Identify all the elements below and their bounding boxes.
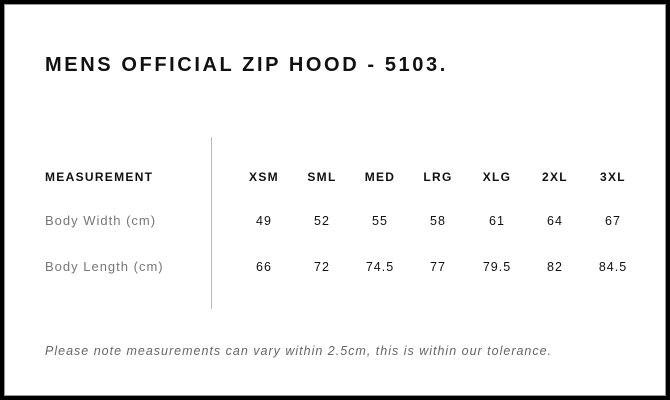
table-cell: 52 bbox=[314, 214, 330, 228]
table-cell: 58 bbox=[430, 214, 446, 228]
size-header-3xl: 3XL bbox=[600, 170, 626, 184]
size-header-lrg: LRG bbox=[423, 170, 453, 184]
table-cell: 72 bbox=[314, 260, 330, 274]
table-cell: 49 bbox=[256, 214, 272, 228]
table-cell: 55 bbox=[372, 214, 388, 228]
size-chart-card: MENS OFFICIAL ZIP HOOD - 5103. MEASUREME… bbox=[4, 4, 666, 396]
table-cell: 67 bbox=[605, 214, 621, 228]
table-cell: 64 bbox=[547, 214, 563, 228]
size-header-xlg: XLG bbox=[482, 170, 512, 184]
size-header-sml: SML bbox=[307, 170, 337, 184]
table-cell: 82 bbox=[547, 260, 563, 274]
table-cell: 66 bbox=[256, 260, 272, 274]
size-header-xsm: XSM bbox=[249, 170, 279, 184]
row-label: Body Length (cm) bbox=[45, 259, 164, 274]
table-cell: 61 bbox=[489, 214, 505, 228]
measurement-header: MEASUREMENT bbox=[45, 170, 154, 184]
size-header-2xl: 2XL bbox=[542, 170, 568, 184]
column-divider bbox=[211, 137, 212, 309]
table-cell: 79.5 bbox=[482, 260, 512, 274]
row-label: Body Width (cm) bbox=[45, 213, 157, 228]
page-title: MENS OFFICIAL ZIP HOOD - 5103. bbox=[45, 54, 448, 76]
table-cell: 77 bbox=[430, 260, 446, 274]
size-header-med: MED bbox=[364, 170, 396, 184]
table-cell: 84.5 bbox=[598, 260, 628, 274]
table-cell: 74.5 bbox=[365, 260, 395, 274]
tolerance-note: Please note measurements can vary within… bbox=[45, 344, 553, 358]
